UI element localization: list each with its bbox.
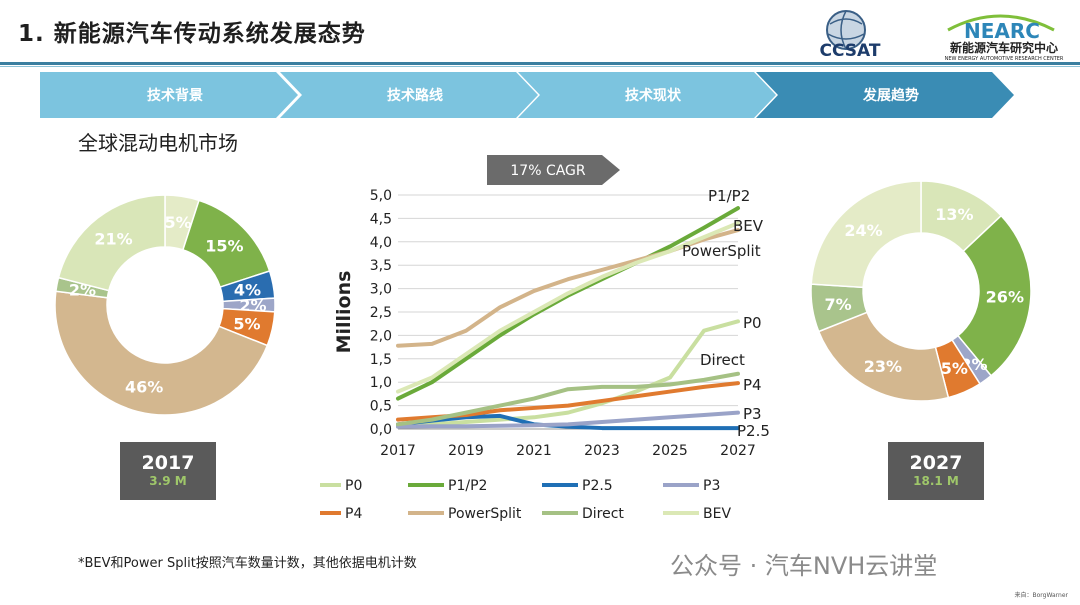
- donut-slice: [810, 180, 922, 289]
- market-size: 18.1 M: [913, 474, 959, 488]
- slice-label: 5%: [233, 314, 260, 333]
- legend-label: BEV: [703, 506, 731, 522]
- series-line-direct: [396, 371, 740, 427]
- slice-label: 21%: [94, 230, 132, 249]
- series-end-label: P4: [743, 376, 762, 394]
- y-tick-label: 3,5: [370, 258, 392, 274]
- nav-step-label: 发展趋势: [862, 87, 919, 104]
- x-tick-label: 2017: [380, 443, 416, 459]
- year-box-2027: 2027 18.1 M: [888, 442, 984, 500]
- x-tick-label: 2019: [448, 443, 484, 459]
- nav-step-4[interactable]: [756, 72, 1014, 118]
- slice-label: 23%: [864, 357, 902, 376]
- globe-icon: CCSAT: [820, 10, 881, 61]
- cagr-label: 17% CAGR: [510, 163, 586, 179]
- nav-step-label: 技术背景: [147, 87, 203, 104]
- y-tick-label: 1,5: [370, 352, 392, 368]
- y-axis-label: Millions: [333, 271, 355, 354]
- watermark: 公众号 · 汽车NVH云讲堂: [670, 552, 938, 580]
- donut-slice: [956, 214, 1032, 377]
- series-line-p1p2: [396, 206, 740, 401]
- y-tick-label: 1,0: [370, 375, 392, 391]
- nav-step-3[interactable]: [518, 72, 776, 118]
- donut-slice: [54, 290, 269, 416]
- footnote: *BEV和Power Split按照汽车数量计数，其他依据电机计数: [78, 556, 417, 571]
- slice-label: 5%: [941, 359, 968, 378]
- series-line-p0: [396, 319, 740, 429]
- year-label: 2027: [909, 452, 963, 474]
- series-end-label: P2.5: [737, 422, 770, 440]
- slice-label: 5%: [165, 213, 192, 232]
- header-rule-light: [0, 66, 1080, 67]
- y-tick-label: 4,5: [370, 211, 392, 227]
- series-end-label: P0: [743, 314, 762, 332]
- line-chart: 17% CAGR 0,0 0,5 1,0 1,5 2,0 2,5 3,0 3,5 4,0 4,5 5,…: [320, 155, 770, 522]
- y-tick-label: 5,0: [370, 188, 392, 204]
- slice-label: 46%: [125, 377, 163, 396]
- donut-chart-2027: 13%26%2%5%23%7%24%: [810, 180, 1032, 402]
- section-subtitle: 全球混动电机市场: [78, 131, 238, 155]
- legend-label: P3: [703, 478, 720, 494]
- series-end-label: Direct: [700, 351, 745, 369]
- slice-label: 7%: [824, 295, 851, 314]
- nav-step-2[interactable]: [280, 72, 538, 118]
- donut-slice: [817, 311, 950, 402]
- donut-chart-2017: 5%15%4%2%5%46%2%21%: [54, 194, 276, 416]
- series-line-bev: [396, 221, 740, 394]
- legend-label: P1/P2: [448, 478, 487, 494]
- page-title: 1. 新能源汽车传动系统发展态势: [18, 21, 366, 47]
- series-end-label: P1/P2: [708, 187, 750, 205]
- series-line-p25: [396, 413, 740, 431]
- series-line-p3: [396, 410, 740, 429]
- nav-step-label: 技术现状: [625, 87, 682, 104]
- slice-label: 13%: [935, 205, 973, 224]
- nav-step-1[interactable]: [40, 72, 298, 118]
- series-end-label: P3: [743, 405, 762, 423]
- y-tick-label: 0,0: [370, 422, 392, 438]
- slice-label: 26%: [986, 287, 1024, 306]
- year-box-2017: 2017 3.9 M: [120, 442, 216, 500]
- legend-label: P0: [345, 478, 362, 494]
- y-tick-label: 4,0: [370, 235, 392, 251]
- x-tick-label: 2027: [720, 443, 756, 459]
- slice-label: 4%: [234, 280, 261, 299]
- slice-label: 24%: [844, 221, 882, 240]
- nearc-logo-text: NEARC: [964, 19, 1040, 43]
- nearc-logo: NEARC 新能源汽车研究中心 NEW ENERGY AUTOMOTIVE RE…: [930, 8, 1078, 66]
- series-end-label: PowerSplit: [682, 242, 761, 260]
- x-tick-label: 2025: [652, 443, 688, 459]
- y-tick-label: 2,0: [370, 328, 392, 344]
- donut-slice: [57, 194, 166, 292]
- header-rule: [0, 62, 1080, 65]
- source-note: 来自：BorgWarner: [1014, 592, 1068, 599]
- legend-label: P2.5: [582, 478, 613, 494]
- y-tick-label: 0,5: [370, 399, 392, 415]
- y-tick-label: 3,0: [370, 282, 392, 298]
- nearc-logo-cn: 新能源汽车研究中心: [950, 40, 1058, 55]
- nav-step-label: 技术路线: [387, 87, 443, 104]
- legend-label: PowerSplit: [448, 506, 522, 522]
- y-tick-label: 2,5: [370, 305, 392, 321]
- ccsat-logo: CCSAT: [800, 6, 900, 66]
- market-size: 3.9 M: [149, 474, 187, 488]
- x-tick-label: 2023: [584, 443, 620, 459]
- series-end-label: BEV: [733, 217, 764, 235]
- legend-label: P4: [345, 506, 362, 522]
- x-tick-label: 2021: [516, 443, 552, 459]
- cagr-arrow: [487, 155, 620, 185]
- ccsat-logo-text: CCSAT: [820, 41, 881, 61]
- slice-label: 15%: [205, 237, 243, 256]
- year-label: 2017: [141, 452, 195, 474]
- legend-label: Direct: [582, 506, 624, 522]
- nearc-logo-en: NEW ENERGY AUTOMOTIVE RESEARCH CENTER: [945, 56, 1064, 62]
- progress-nav: 技术背景 技术路线 技术现状 发展趋势: [40, 72, 1014, 118]
